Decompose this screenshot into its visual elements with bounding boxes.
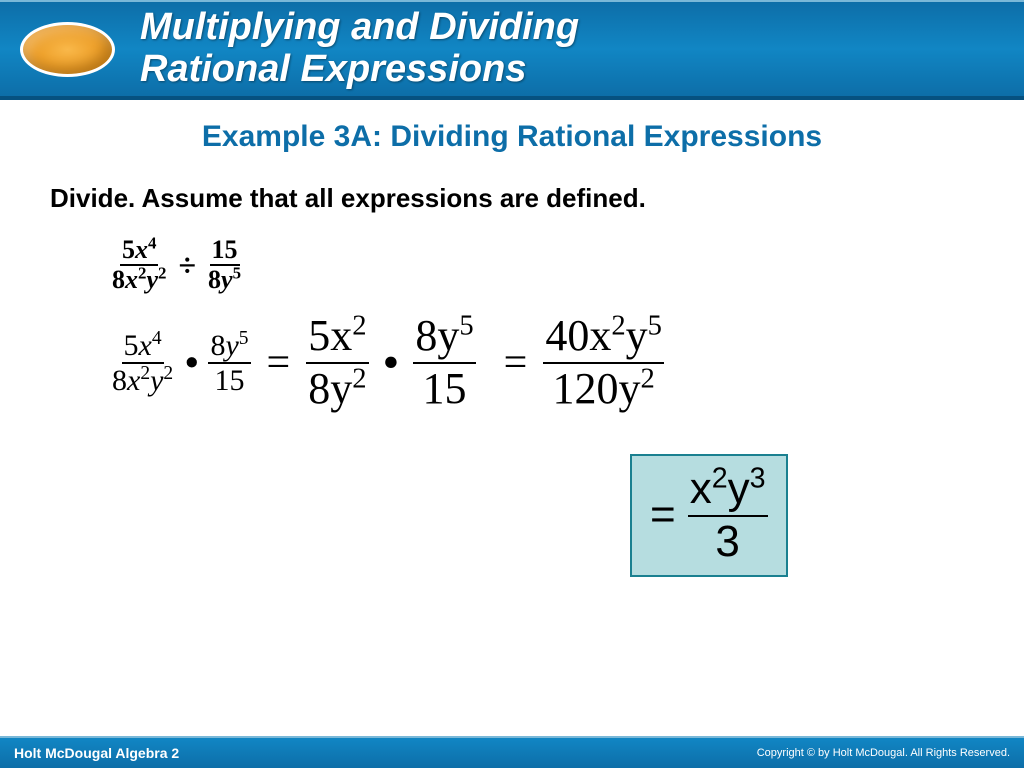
title-line-2: Rational Expressions xyxy=(140,49,579,91)
logo-oval xyxy=(20,22,115,77)
footer-copyright: Copyright © by Holt McDougal. All Rights… xyxy=(757,747,1010,759)
multiply-dot-2: • xyxy=(383,335,400,390)
fraction-1: 5x4 8x2y2 xyxy=(110,236,168,295)
fraction-b: 8y5 15 xyxy=(208,329,250,397)
example-title: Example 3A: Dividing Rational Expression… xyxy=(50,120,974,154)
divide-op: ÷ xyxy=(178,247,196,284)
fraction-d: 8y5 15 xyxy=(413,311,475,414)
chapter-title: Multiplying and Dividing Rational Expres… xyxy=(140,7,579,91)
math-row-2: 5x4 8x2y2 • 8y5 15 = 5x2 8y2 • 8y5 15 = … xyxy=(110,311,974,414)
slide-header: Multiplying and Dividing Rational Expres… xyxy=(0,0,1024,100)
math-work: 5x4 8x2y2 ÷ 15 8y5 5x4 8x2y2 • 8y5 15 = … xyxy=(50,236,974,578)
equals-1: = xyxy=(267,339,291,387)
instruction-text: Divide. Assume that all expressions are … xyxy=(50,182,974,216)
answer-fraction: x2y3 3 xyxy=(688,464,768,567)
title-line-1: Multiplying and Dividing xyxy=(140,7,579,49)
fraction-a: 5x4 8x2y2 xyxy=(110,329,175,397)
slide-footer: Holt McDougal Algebra 2 Copyright © by H… xyxy=(0,736,1024,768)
equals-answer: = xyxy=(650,490,676,541)
answer-row: = x2y3 3 xyxy=(110,454,974,577)
fraction-c: 5x2 8y2 xyxy=(306,311,368,414)
math-row-1: 5x4 8x2y2 ÷ 15 8y5 xyxy=(110,236,974,295)
multiply-dot-1: • xyxy=(185,341,198,385)
footer-left: Holt McDougal Algebra 2 xyxy=(14,745,179,761)
fraction-e: 40x2y5 120y2 xyxy=(543,311,664,414)
slide-content: Example 3A: Dividing Rational Expression… xyxy=(0,100,1024,597)
answer-box: = x2y3 3 xyxy=(630,454,788,577)
fraction-2: 15 8y5 xyxy=(206,236,243,295)
equals-2: = xyxy=(504,339,528,387)
